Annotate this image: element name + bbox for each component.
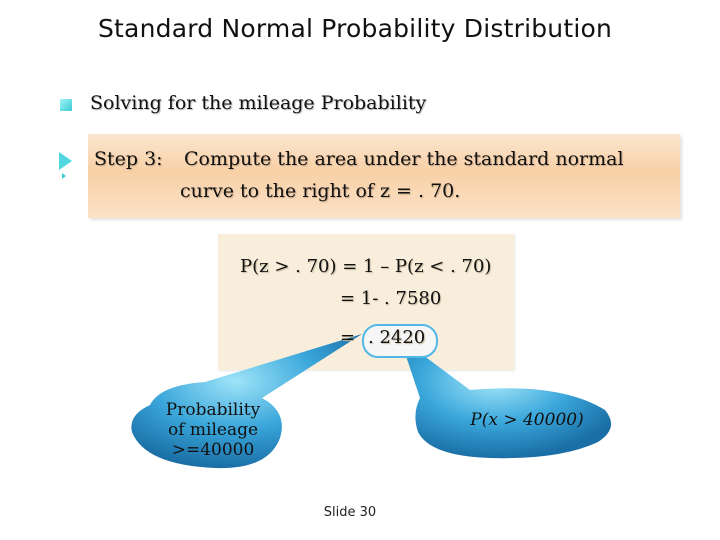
slide-number: Slide 30 — [323, 505, 377, 520]
step-label: Step 3: — [94, 148, 163, 170]
bullet-item: Solving for the mileage Probability — [60, 92, 426, 114]
right-callout-text: P(x > 40000) — [470, 410, 584, 430]
calc-line-3-prefix: = — [340, 327, 356, 348]
result-value: . 2420 — [368, 327, 426, 348]
left-callout-line: of mileage — [167, 420, 259, 440]
slide-title: Standard Normal Probability Distribution — [97, 14, 613, 43]
step-text-line-1: Compute the area under the standard norm… — [184, 148, 624, 170]
left-callout-line: Probability — [165, 400, 261, 420]
step-box — [88, 134, 680, 218]
left-callout-bubble — [131, 334, 362, 469]
triangle-pointer-icon — [59, 152, 72, 170]
left-callout-text: Probability of mileage >=40000 — [148, 400, 278, 460]
bullet-text: Solving for the mileage Probability — [90, 92, 427, 114]
calc-line-2: = 1- . 7580 — [340, 288, 442, 309]
step-text-line-2: curve to the right of z = . 70. — [180, 180, 461, 202]
square-bullet-icon — [60, 99, 72, 111]
small-triangle-icon — [62, 173, 66, 179]
right-callout-bubble — [400, 338, 612, 459]
result-highlight — [362, 324, 438, 358]
calc-line-1: P(z > . 70) = 1 – P(z < . 70) — [240, 256, 492, 277]
left-callout-line: >=40000 — [171, 440, 255, 460]
